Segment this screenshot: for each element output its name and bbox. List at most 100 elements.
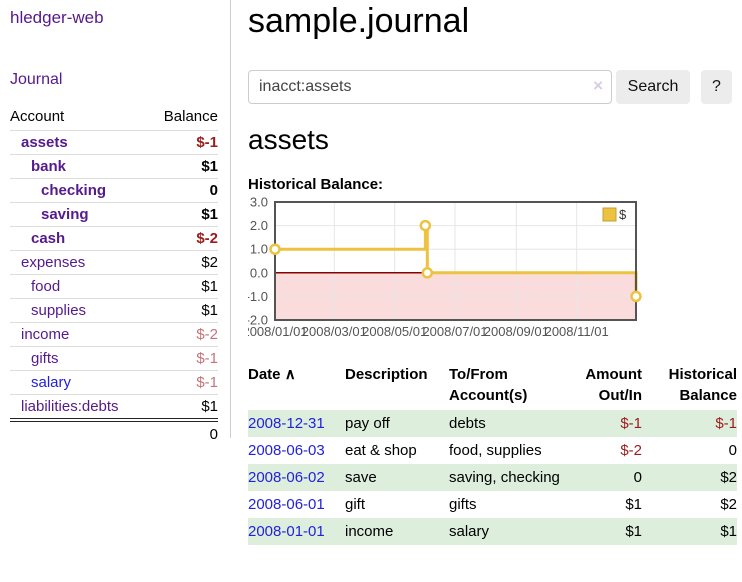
account-balance: $1 (201, 158, 218, 175)
account-row: saving $1 (10, 202, 218, 227)
register-table: Date ∧ Description To/From Account(s) Am… (248, 360, 737, 545)
y-tick-label: 2.0 (250, 218, 268, 233)
transaction-balance: $2 (642, 464, 737, 491)
account-row: gifts $-1 (10, 346, 218, 371)
transaction-description: eat & shop (345, 442, 417, 459)
account-balance: $1 (201, 278, 218, 295)
x-tick-label: 2008/05/01 (362, 324, 427, 339)
account-row: assets $-1 (10, 130, 218, 155)
accounts-header-row: Account Balance (10, 104, 218, 131)
register-row: 2008-06-03 eat & shop food, supplies $-2 0 (248, 437, 737, 464)
accounts-table: Account Balance assets $-1 bank $1 checking 0… (10, 104, 218, 446)
transaction-amount: 0 (569, 464, 642, 491)
sort-asc-icon: ∧ (284, 366, 296, 383)
search-box: × (248, 70, 612, 104)
tofrom-column-header: To/From Account(s) (449, 366, 528, 404)
historical-balance-chart: -2.0 -1.0 0.0 1.0 2.0 3.0 2008/01/012008/03/01… (248, 196, 642, 339)
account-row: checking 0 (10, 178, 218, 203)
transaction-accounts: saving, checking (449, 464, 569, 491)
account-row: bank $1 (10, 154, 218, 179)
page-title: sample.journal (248, 2, 470, 40)
x-tick-label: 2008/07/01 (422, 324, 487, 339)
transaction-date-link[interactable]: 2008-06-02 (248, 469, 325, 486)
clear-search-icon[interactable]: × (593, 76, 603, 95)
transaction-accounts: gifts (449, 496, 477, 513)
sidebar-account-link[interactable]: supplies (31, 302, 87, 319)
amount-column-header: Amount Out/In (585, 366, 642, 404)
legend-swatch (602, 207, 617, 222)
account-column-header: Account (10, 108, 65, 125)
search-form: × Search ? (248, 70, 742, 106)
transaction-date-link[interactable]: 2008-12-31 (248, 415, 325, 432)
account-row: expenses $2 (10, 250, 218, 275)
accounts-total-value: 0 (148, 418, 218, 446)
sidebar-account-link[interactable]: food (31, 278, 61, 295)
transaction-date-link[interactable]: 2008-06-01 (248, 496, 325, 513)
plot-border (274, 201, 637, 321)
transaction-date-link[interactable]: 2008-01-01 (248, 523, 325, 540)
sidebar-account-link[interactable]: income (21, 326, 70, 343)
balance-column-header: Balance (163, 108, 218, 125)
register-row: 2008-12-31 pay off debts $-1 $-1 (248, 410, 737, 437)
register-row: 2008-01-01 income salary $1 $1 (248, 518, 737, 545)
data-point-marker (269, 243, 281, 255)
sidebar-account-link[interactable]: gifts (31, 350, 59, 367)
transaction-amount: $1 (625, 496, 642, 513)
transaction-balance: $2 (720, 496, 737, 513)
transaction-date-link[interactable]: 2008-06-03 (248, 442, 325, 459)
account-balance: $-1 (196, 134, 218, 151)
y-tick-label: 3.0 (250, 196, 268, 210)
x-tick-label: 2008/11/01 (545, 324, 609, 339)
sidebar-account-link[interactable]: saving (41, 206, 89, 223)
account-balance: 0 (209, 182, 218, 199)
sidebar-account-link[interactable]: salary (31, 374, 72, 391)
account-row: cash $-2 (10, 226, 218, 251)
x-tick-label: 2008/09/01 (484, 324, 549, 339)
account-row: supplies $1 (10, 298, 218, 323)
sidebar-account-link[interactable]: cash (31, 230, 66, 247)
brand-link[interactable]: hledger-web (10, 8, 104, 27)
transaction-balance: 0 (728, 442, 737, 459)
date-column-header[interactable]: Date ∧ (248, 366, 296, 383)
account-balance: $2 (201, 254, 218, 271)
account-balance: $1 (201, 398, 218, 415)
data-point-marker (630, 290, 642, 303)
data-point-marker (419, 219, 432, 232)
y-tick-label: 0.0 (250, 265, 268, 280)
transaction-accounts: food, supplies (449, 442, 542, 459)
account-balance: $-1 (196, 374, 218, 391)
y-tick-label: -1.0 (248, 289, 268, 304)
transaction-amount: $-2 (620, 442, 642, 459)
help-button[interactable]: ? (701, 70, 732, 104)
register-row: 2008-06-01 gift gifts $1 $2 (248, 491, 737, 518)
transaction-description: gift (345, 496, 366, 513)
transaction-description: pay off (345, 410, 449, 437)
description-column-header: Description (345, 366, 428, 383)
account-balance: $1 (201, 302, 218, 319)
x-tick-label: 2008/01/01 (248, 324, 308, 339)
account-balance: $-2 (196, 326, 218, 343)
search-input[interactable] (248, 70, 612, 104)
accounts-total-row: 0 (10, 418, 218, 446)
sidebar-account-link[interactable]: bank (31, 158, 67, 175)
transaction-accounts: salary (449, 518, 569, 545)
legend-label: $ (619, 207, 627, 222)
account-row: salary $-1 (10, 370, 218, 395)
account-row: liabilities:debts $1 (10, 394, 218, 421)
sidebar-account-link[interactable]: expenses (21, 254, 86, 271)
account-row: food $1 (10, 274, 218, 299)
account-balance: $-1 (196, 350, 218, 367)
account-balance: $1 (201, 206, 218, 223)
transaction-balance: $-1 (642, 410, 737, 437)
sidebar-account-link[interactable]: assets (21, 134, 68, 151)
sidebar-item-journal[interactable]: Journal (10, 71, 63, 88)
account-heading: assets (248, 124, 329, 155)
y-tick-label: -2.0 (248, 313, 268, 328)
transaction-amount: $1 (569, 518, 642, 545)
search-button[interactable]: Search (616, 70, 690, 104)
transaction-description: save (345, 464, 449, 491)
sidebar-account-link[interactable]: checking (41, 182, 107, 199)
sidebar-account-link[interactable]: liabilities:debts (21, 398, 119, 415)
transaction-balance: $1 (642, 518, 737, 545)
